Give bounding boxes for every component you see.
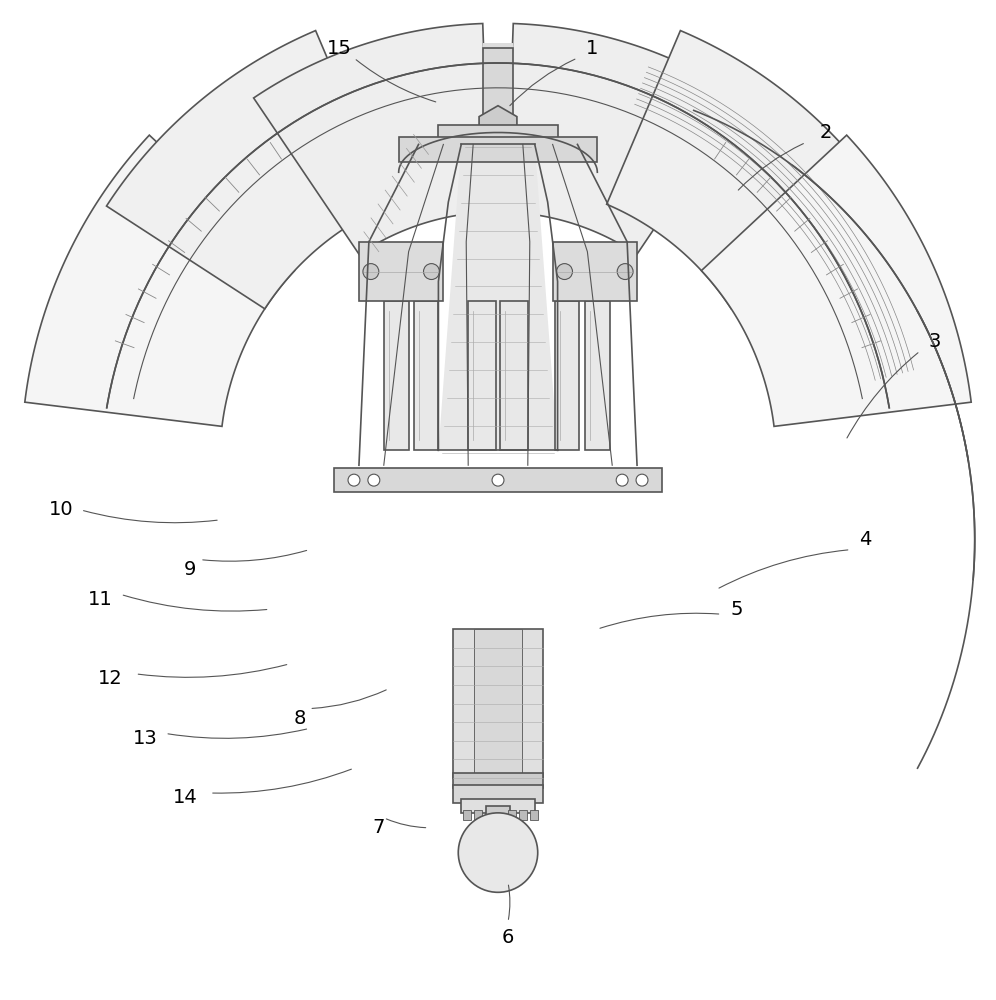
Text: 5: 5 [730, 600, 743, 619]
Text: 12: 12 [99, 669, 124, 688]
Circle shape [557, 264, 573, 280]
Bar [530, 810, 538, 820]
Polygon shape [507, 24, 742, 254]
Bar [468, 301, 496, 450]
Bar [553, 242, 637, 301]
Bar [508, 810, 516, 820]
Bar [461, 799, 535, 813]
Text: 2: 2 [820, 123, 832, 142]
Circle shape [423, 264, 439, 280]
Circle shape [617, 474, 628, 486]
Text: 4: 4 [860, 530, 872, 549]
Polygon shape [254, 24, 489, 254]
Polygon shape [438, 144, 558, 450]
Bar [438, 125, 558, 142]
Text: 13: 13 [133, 729, 157, 748]
Bar [463, 810, 471, 820]
Text: 15: 15 [327, 39, 352, 58]
Circle shape [618, 264, 633, 280]
Circle shape [368, 474, 379, 486]
Bar [453, 773, 543, 788]
Bar [453, 629, 543, 778]
Text: 7: 7 [373, 818, 385, 837]
Bar [555, 301, 580, 450]
Polygon shape [479, 106, 517, 149]
Circle shape [636, 474, 648, 486]
Bar [398, 137, 598, 162]
Circle shape [458, 813, 538, 892]
Bar [359, 242, 443, 301]
Bar [413, 301, 438, 450]
Text: 9: 9 [184, 560, 196, 579]
Polygon shape [25, 135, 295, 426]
Bar [383, 301, 408, 450]
Circle shape [348, 474, 360, 486]
Text: 3: 3 [929, 332, 941, 351]
Bar [334, 468, 662, 492]
Text: 11: 11 [89, 590, 114, 609]
Bar [453, 785, 543, 803]
Bar [474, 810, 482, 820]
Circle shape [492, 474, 504, 486]
Bar [486, 806, 510, 816]
Text: 10: 10 [49, 500, 74, 519]
Polygon shape [607, 31, 889, 309]
Bar [483, 48, 513, 123]
Text: 8: 8 [293, 709, 306, 728]
Polygon shape [107, 31, 389, 309]
Bar [519, 810, 527, 820]
Bar [474, 629, 522, 778]
Text: 6: 6 [502, 928, 514, 947]
Text: 1: 1 [587, 39, 599, 58]
Circle shape [363, 264, 378, 280]
Bar [500, 301, 528, 450]
Bar [586, 301, 611, 450]
Text: 14: 14 [172, 788, 197, 807]
Polygon shape [701, 135, 971, 426]
